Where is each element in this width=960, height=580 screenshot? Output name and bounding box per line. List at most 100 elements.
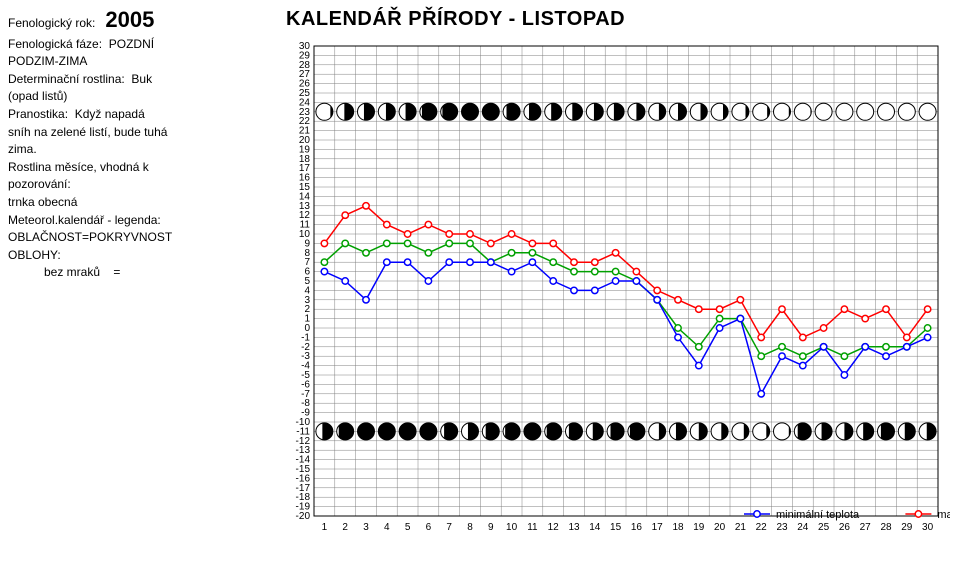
- info-panel: Fenologický rok: 2005 Fenologická fáze: …: [8, 6, 258, 283]
- svg-text:-14: -14: [296, 455, 311, 466]
- svg-text:3: 3: [363, 522, 369, 533]
- svg-text:7: 7: [446, 522, 452, 533]
- svg-text:20: 20: [714, 522, 726, 533]
- svg-text:-20: -20: [296, 511, 311, 522]
- svg-text:1: 1: [322, 522, 328, 533]
- svg-text:11: 11: [527, 522, 538, 533]
- temperature-chart: -20-19-18-17-16-15-14-13-12-11-10-9-8-7-…: [286, 40, 950, 556]
- svg-text:10: 10: [299, 229, 311, 240]
- svg-text:24: 24: [299, 97, 311, 108]
- pran-value: Když napadá: [75, 107, 145, 121]
- svg-text:30: 30: [922, 522, 934, 533]
- pran-line3: zima.: [8, 142, 258, 158]
- svg-text:14: 14: [299, 191, 311, 202]
- svg-text:1: 1: [304, 314, 310, 325]
- svg-text:25: 25: [818, 522, 830, 533]
- svg-text:23: 23: [776, 522, 788, 533]
- svg-text:22: 22: [756, 522, 768, 533]
- svg-text:14: 14: [589, 522, 601, 533]
- svg-text:29: 29: [299, 50, 311, 61]
- svg-text:16: 16: [631, 522, 643, 533]
- svg-text:24: 24: [797, 522, 809, 533]
- meteo-label: Meteorol.kalendář - legenda:: [8, 213, 258, 229]
- svg-text:5: 5: [405, 522, 411, 533]
- svg-text:18: 18: [299, 154, 311, 165]
- svg-text:29: 29: [901, 522, 913, 533]
- svg-text:-11: -11: [296, 426, 310, 437]
- phase-label: Fenologická fáze:: [8, 37, 102, 51]
- svg-text:-3: -3: [301, 351, 310, 362]
- svg-text:25: 25: [299, 88, 311, 99]
- svg-text:27: 27: [860, 522, 872, 533]
- svg-text:17: 17: [652, 522, 664, 533]
- plant-line2: pozorování:: [8, 177, 258, 193]
- svg-text:-17: -17: [296, 483, 311, 494]
- svg-text:-9: -9: [301, 408, 310, 419]
- det-line1: Determinační rostlina: Buk: [8, 72, 258, 88]
- pran-line1: Pranostika: Když napadá: [8, 107, 258, 123]
- svg-text:-15: -15: [296, 464, 311, 475]
- svg-text:-16: -16: [296, 473, 311, 484]
- svg-text:-5: -5: [301, 370, 310, 381]
- svg-text:19: 19: [693, 522, 705, 533]
- svg-text:minimální teplota: minimální teplota: [776, 509, 860, 521]
- svg-text:21: 21: [299, 126, 311, 137]
- svg-text:23: 23: [299, 107, 311, 118]
- svg-text:7: 7: [304, 257, 310, 268]
- phase-line1: Fenologická fáze: POZDNÍ: [8, 37, 258, 53]
- svg-text:20: 20: [299, 135, 311, 146]
- svg-text:-6: -6: [301, 379, 310, 390]
- svg-text:13: 13: [568, 522, 580, 533]
- svg-text:0: 0: [304, 323, 310, 334]
- det-label: Determinační rostlina:: [8, 72, 125, 86]
- svg-text:-18: -18: [296, 492, 311, 503]
- svg-text:22: 22: [299, 116, 311, 127]
- svg-text:12: 12: [299, 210, 311, 221]
- svg-text:6: 6: [426, 522, 432, 533]
- svg-text:12: 12: [548, 522, 560, 533]
- svg-text:4: 4: [304, 285, 310, 296]
- svg-text:5: 5: [304, 276, 310, 287]
- svg-text:3: 3: [304, 295, 310, 306]
- svg-text:28: 28: [880, 522, 892, 533]
- svg-text:-13: -13: [296, 445, 311, 456]
- svg-text:27: 27: [299, 69, 311, 80]
- year-value: 2005: [105, 7, 154, 32]
- svg-text:30: 30: [299, 41, 311, 52]
- cloud-item1: bez mraků =: [8, 265, 258, 281]
- cloud-label: OBLAČNOST=POKRYVNOST: [8, 230, 258, 246]
- svg-text:9: 9: [488, 522, 494, 533]
- phase-value: POZDNÍ: [109, 37, 154, 51]
- svg-text:18: 18: [672, 522, 684, 533]
- det-value: Buk: [131, 72, 152, 86]
- svg-text:19: 19: [299, 144, 311, 155]
- svg-text:-7: -7: [301, 389, 310, 400]
- svg-text:26: 26: [299, 79, 311, 90]
- svg-text:28: 28: [299, 60, 311, 71]
- plant-value: trnka obecná: [8, 195, 258, 211]
- year-line: Fenologický rok: 2005: [8, 6, 258, 35]
- svg-text:17: 17: [299, 163, 311, 174]
- plant-line1: Rostlina měsíce, vhodná k: [8, 160, 258, 176]
- svg-text:-10: -10: [296, 417, 311, 428]
- svg-text:6: 6: [304, 267, 310, 278]
- svg-text:-4: -4: [301, 361, 310, 372]
- svg-text:16: 16: [299, 173, 311, 184]
- svg-text:-2: -2: [301, 342, 310, 353]
- cloud-line2: OBLOHY:: [8, 248, 258, 264]
- svg-text:maximální teplota: maximální teplota: [937, 509, 950, 521]
- svg-text:9: 9: [304, 238, 310, 249]
- svg-text:-19: -19: [296, 502, 311, 513]
- svg-text:4: 4: [384, 522, 390, 533]
- svg-text:2: 2: [342, 522, 348, 533]
- svg-text:13: 13: [299, 201, 311, 212]
- svg-text:21: 21: [735, 522, 747, 533]
- pran-label: Pranostika:: [8, 107, 68, 121]
- svg-text:8: 8: [304, 248, 310, 259]
- svg-text:15: 15: [610, 522, 622, 533]
- chart-title: KALENDÁŘ PŘÍRODY - LISTOPAD: [286, 8, 625, 31]
- svg-text:2: 2: [304, 304, 310, 315]
- svg-text:11: 11: [300, 220, 311, 231]
- svg-text:-8: -8: [301, 398, 310, 409]
- svg-text:15: 15: [299, 182, 311, 193]
